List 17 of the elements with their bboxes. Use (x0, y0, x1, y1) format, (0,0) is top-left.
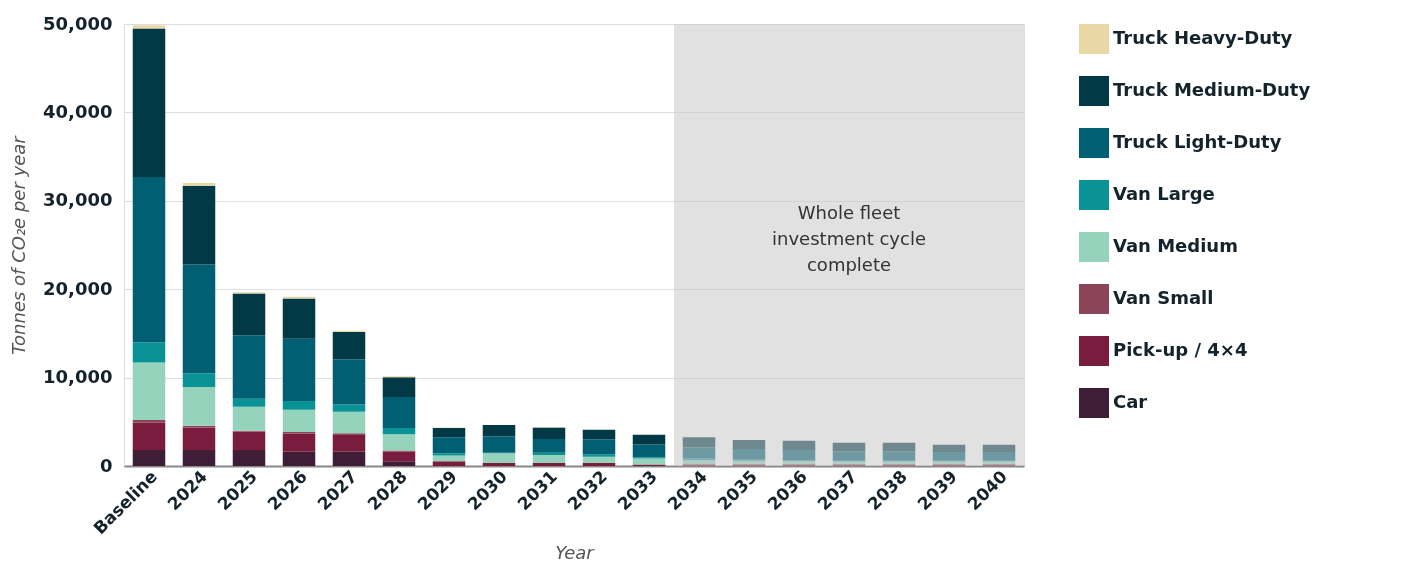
band-label: Whole fleet investment cycle complete (772, 202, 926, 276)
x-axis-title: Year (555, 542, 596, 564)
y-axis-title: Tonnes of CO₂e per year (8, 134, 30, 355)
legend-label: Truck Light-Duty (1113, 131, 1282, 152)
y-tick-label: 30,000 (43, 189, 113, 211)
y-tick-label: 20,000 (43, 277, 113, 299)
y-tick-label: 50,000 (43, 12, 113, 34)
legend-label: Car (1113, 391, 1148, 412)
y-tick-label: 0 (99, 454, 113, 476)
y-tick-label: 10,000 (43, 366, 113, 388)
y-tick-label: 40,000 (43, 100, 113, 122)
legend-label: Van Large (1113, 183, 1215, 204)
legend-label: Truck Heavy-Duty (1113, 27, 1293, 48)
legend-label: Van Medium (1113, 235, 1238, 256)
legend-label: Truck Medium-Duty (1113, 79, 1311, 100)
legend-label: Pick-up / 4×4 (1113, 339, 1248, 360)
legend-label: Van Small (1113, 287, 1214, 308)
